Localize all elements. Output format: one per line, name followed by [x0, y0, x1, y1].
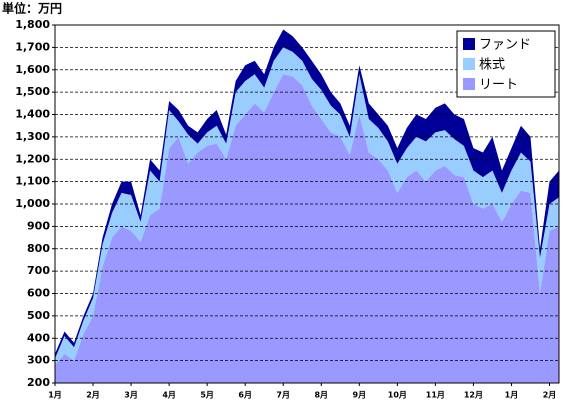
x-tick-label: 5月 — [200, 391, 214, 400]
x-tick-label: 1月 — [505, 391, 519, 400]
x-tick-label: 11月 — [426, 391, 445, 400]
x-tick-label: 6月 — [238, 391, 252, 400]
y-tick-label: 300 — [27, 354, 50, 367]
x-tick-label: 4月 — [162, 391, 176, 400]
y-tick-label: 1,100 — [15, 175, 50, 188]
y-tick-label: 1,200 — [15, 152, 50, 165]
y-tick-label: 900 — [27, 219, 50, 232]
y-tick-label: 600 — [27, 287, 50, 300]
y-tick-label: 700 — [27, 264, 50, 277]
x-tick-label: 12月 — [464, 391, 483, 400]
y-axis-label: 単位：万円 — [2, 1, 62, 16]
y-tick-label: 1,800 — [15, 18, 50, 31]
y-tick-label: 200 — [27, 376, 50, 389]
y-tick-label: 400 — [27, 331, 50, 344]
x-tick-label: 2月 — [86, 391, 100, 400]
y-tick-label: 1,000 — [15, 197, 50, 210]
area — [55, 74, 559, 383]
x-tick-label: 8月 — [314, 391, 328, 400]
legend-swatch — [463, 78, 475, 90]
y-tick-label: 1,700 — [15, 40, 50, 53]
legend-label: 株式 — [479, 58, 505, 73]
legend-swatch — [463, 58, 475, 70]
legend-label: ファンド — [479, 38, 531, 53]
y-tick-label: 500 — [27, 309, 50, 322]
area — [55, 29, 559, 359]
y-tick-label: 1,300 — [15, 130, 50, 143]
y-tick-label: 1,600 — [15, 63, 50, 76]
x-tick-label: 3月 — [124, 391, 138, 400]
legend-swatch — [463, 38, 475, 50]
x-tick-label: 10月 — [388, 391, 407, 400]
y-tick-label: 1,500 — [15, 85, 50, 98]
x-tick-label: 7月 — [276, 391, 290, 400]
x-tick-label: 9月 — [353, 391, 367, 400]
area — [55, 47, 559, 366]
y-tick-label: 1,400 — [15, 108, 50, 121]
y-tick-label: 800 — [27, 242, 50, 255]
x-tick-label: 2月 — [543, 391, 557, 400]
plot-border — [54, 24, 560, 384]
x-tick-label: 1月 — [48, 391, 62, 400]
legend-label: リート — [479, 78, 518, 93]
